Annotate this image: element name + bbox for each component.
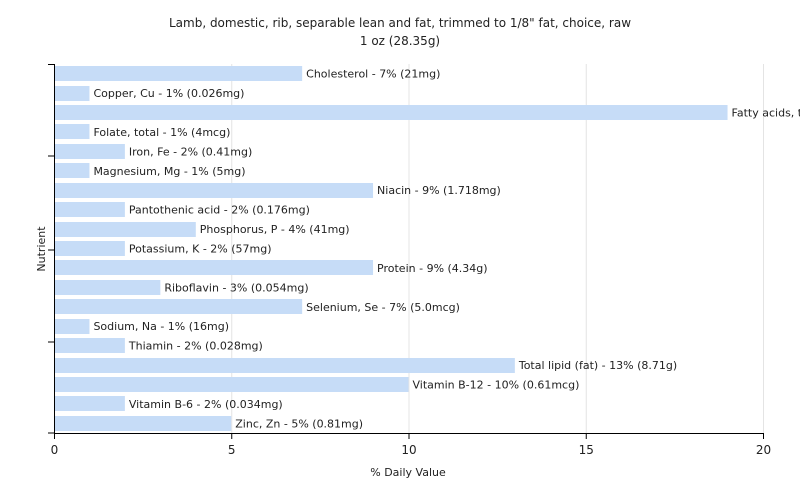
bar-label: Vitamin B-12 - 10% (0.61mcg) <box>413 378 580 391</box>
bar <box>55 299 303 314</box>
x-tick-label: 20 <box>756 443 771 457</box>
bar <box>55 183 374 198</box>
bar <box>55 86 90 101</box>
bar <box>55 66 303 81</box>
bar-label: Fatty acids, total saturated - 19% (3.80… <box>732 107 800 120</box>
bar <box>55 105 728 120</box>
y-axis-label: Nutrient <box>35 226 48 272</box>
bar-label: Protein - 9% (4.34g) <box>377 262 488 275</box>
x-axis-label: % Daily Value <box>370 466 446 479</box>
bar <box>55 124 90 139</box>
bar <box>55 319 90 334</box>
x-tick-label: 15 <box>579 443 594 457</box>
bar-label: Folate, total - 1% (4mcg) <box>93 126 230 139</box>
bar-label: Potassium, K - 2% (57mg) <box>129 243 272 256</box>
bar <box>55 163 90 178</box>
bar-label: Niacin - 9% (1.718mg) <box>377 184 501 197</box>
bar-label: Copper, Cu - 1% (0.026mg) <box>93 87 244 100</box>
bar-label: Iron, Fe - 2% (0.41mg) <box>129 145 252 158</box>
x-tick-label: 5 <box>228 443 236 457</box>
x-tick-label: 10 <box>401 443 416 457</box>
bar-label: Total lipid (fat) - 13% (8.71g) <box>518 359 677 372</box>
chart-subtitle: 1 oz (28.35g) <box>360 34 440 48</box>
bar <box>55 280 161 295</box>
bar-label: Vitamin B-6 - 2% (0.034mg) <box>129 398 283 411</box>
bar-label: Pantothenic acid - 2% (0.176mg) <box>129 204 310 217</box>
bar-label: Thiamin - 2% (0.028mg) <box>128 340 263 353</box>
bar <box>55 377 409 392</box>
bar <box>55 396 125 411</box>
bar <box>55 222 196 237</box>
bar-label: Phosphorus, P - 4% (41mg) <box>200 223 350 236</box>
chart-title: Lamb, domestic, rib, separable lean and … <box>169 16 631 30</box>
bar <box>55 202 125 217</box>
bar <box>55 338 125 353</box>
bar-label: Cholesterol - 7% (21mg) <box>306 68 440 81</box>
bar <box>55 416 232 431</box>
bar <box>55 144 125 159</box>
bar-label: Riboflavin - 3% (0.054mg) <box>164 281 308 294</box>
bar <box>55 358 515 373</box>
bar-label: Selenium, Se - 7% (5.0mcg) <box>306 301 460 314</box>
bar-label: Magnesium, Mg - 1% (5mg) <box>93 165 245 178</box>
bar-label: Zinc, Zn - 5% (0.81mg) <box>235 417 363 430</box>
bar <box>55 241 125 256</box>
x-tick-label: 0 <box>51 443 59 457</box>
bar-label: Sodium, Na - 1% (16mg) <box>93 320 229 333</box>
plot-area: Cholesterol - 7% (21mg) Copper, Cu - 1% (… <box>48 64 800 457</box>
bar <box>55 260 374 275</box>
